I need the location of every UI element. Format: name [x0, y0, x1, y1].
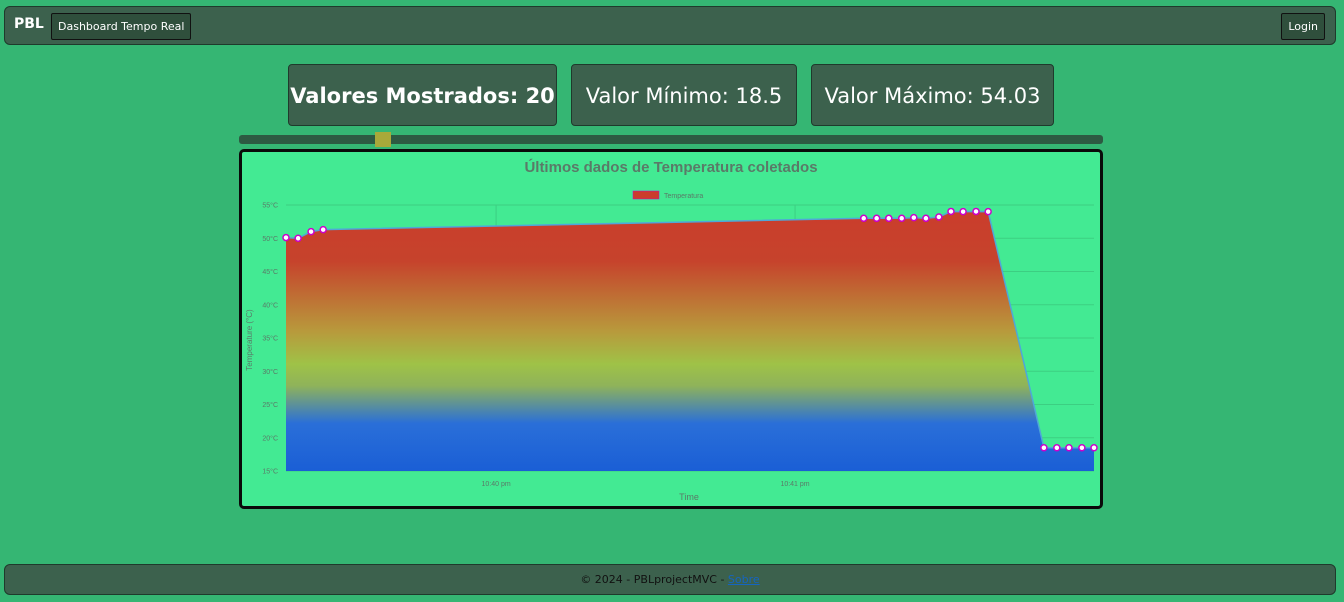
- legend-label: Temperatura: [664, 193, 703, 200]
- chart-title: Últimos dados de Temperatura coletados: [524, 158, 817, 176]
- y-tick-label: 50°C: [262, 235, 278, 243]
- footer-text: © 2024 - PBLprojectMVC -: [580, 573, 728, 586]
- x-tick-label: 10:40 pm: [481, 481, 510, 488]
- brand-logo[interactable]: PBL: [14, 16, 44, 32]
- about-link[interactable]: Sobre: [727, 573, 760, 586]
- y-tick-label: 40°C: [262, 301, 278, 309]
- data-point[interactable]: [935, 213, 943, 221]
- values-slider-track[interactable]: [239, 135, 1103, 144]
- data-point[interactable]: [1053, 443, 1061, 452]
- data-point[interactable]: [307, 227, 315, 236]
- login-button[interactable]: Login: [1281, 13, 1325, 40]
- temperature-chart: Últimos dados de Temperatura coletados T…: [239, 149, 1103, 509]
- data-point[interactable]: [984, 207, 992, 216]
- data-point[interactable]: [972, 207, 980, 216]
- y-tick-label: 20°C: [262, 434, 278, 442]
- data-point[interactable]: [319, 225, 327, 234]
- navbar: PBL Dashboard Tempo Real Login: [4, 6, 1336, 45]
- max-value-card: Valor Máximo: 54.03: [811, 64, 1054, 126]
- y-tick-label: 55°C: [262, 202, 278, 210]
- y-tick-label: 25°C: [262, 401, 278, 409]
- data-point[interactable]: [1090, 443, 1098, 452]
- y-tick-label: 15°C: [262, 468, 278, 476]
- y-tick-label: 45°C: [262, 268, 278, 276]
- legend-swatch: [632, 190, 660, 200]
- y-tick-label: 30°C: [262, 368, 278, 376]
- x-axis-label: Time: [679, 492, 699, 502]
- data-point[interactable]: [282, 233, 290, 242]
- data-point[interactable]: [294, 234, 302, 242]
- values-shown-card: Valores Mostrados: 20: [288, 64, 557, 126]
- footer: © 2024 - PBLprojectMVC - Sobre: [4, 564, 1336, 595]
- data-point[interactable]: [922, 214, 930, 223]
- data-point[interactable]: [885, 214, 893, 223]
- dashboard-button[interactable]: Dashboard Tempo Real: [51, 13, 192, 40]
- data-point[interactable]: [1040, 443, 1048, 452]
- min-value-card: Valor Mínimo: 18.5: [571, 64, 797, 126]
- data-point[interactable]: [1078, 443, 1086, 452]
- temperature-area: [286, 211, 1094, 471]
- x-tick-label: 10:41 pm: [780, 481, 809, 488]
- y-tick-label: 35°C: [262, 335, 278, 343]
- data-point[interactable]: [959, 207, 967, 216]
- data-point[interactable]: [872, 214, 881, 223]
- data-point[interactable]: [1065, 443, 1073, 452]
- y-axis-label: Temperature (°C): [245, 309, 254, 371]
- chart-svg: Últimos dados de Temperatura coletados T…: [245, 158, 1098, 502]
- values-slider-thumb[interactable]: [374, 132, 391, 147]
- data-point[interactable]: [897, 214, 906, 223]
- data-point[interactable]: [910, 213, 918, 222]
- data-point[interactable]: [859, 214, 868, 223]
- data-point[interactable]: [947, 207, 955, 216]
